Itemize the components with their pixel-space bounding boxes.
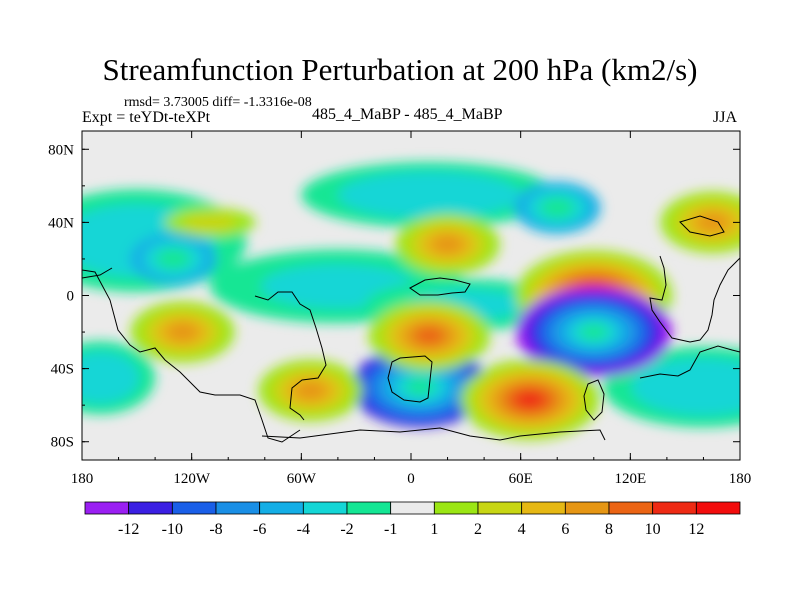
colorbar-label: -1 [384, 521, 397, 538]
colorbar-label: 2 [474, 521, 482, 538]
colorbar-swatch [608, 501, 654, 515]
x-tick-label: 120W [173, 471, 211, 487]
experiment-label: Expt = teYDt-teXPt [82, 109, 211, 126]
coastline-asia [649, 255, 740, 343]
chart-title: Streamfunction Perturbation at 200 hPa (… [102, 52, 698, 87]
contour-8-3 [696, 213, 729, 232]
field-band-4-2 [660, 369, 740, 405]
rmsd-label: rmsd= 3.73005 diff= -1.3316e-08 [124, 95, 312, 110]
coastline-americas [254, 291, 327, 421]
colorbar: -12 -10 -8 -6 -4 -2 -1 1 2 4 6 8 10 12 [84, 501, 741, 538]
x-tick-label: 180 [71, 471, 94, 487]
colorbar-swatch [171, 501, 217, 515]
x-tick-label: 0 [407, 471, 415, 487]
x-tick-label: 120E [614, 471, 646, 487]
colorbar-swatch [346, 501, 392, 515]
y-tick-label: 40N [48, 215, 74, 231]
case-label: 485_4_MaBP - 485_4_MaBP [312, 106, 503, 123]
colorbar-swatch [215, 501, 261, 515]
coastline-eurasia [409, 277, 471, 296]
colorbar-swatch [390, 501, 435, 515]
y-tick-label: 80N [48, 142, 74, 158]
y-tick-label: 0 [67, 289, 75, 305]
coastline-west [82, 269, 301, 443]
colorbar-label: 4 [518, 521, 526, 538]
x-tick-label: 60E [509, 471, 533, 487]
colorbar-swatch [259, 501, 304, 515]
colorbar-label: 8 [605, 521, 613, 538]
contour-3-5 [515, 391, 545, 408]
colorbar-swatch [652, 501, 697, 515]
colorbar-swatch [302, 501, 348, 515]
colorbar-label: -12 [118, 521, 139, 538]
colorbar-swatch [84, 501, 130, 515]
colorbar-label: -6 [253, 521, 266, 538]
coastline-africa [387, 355, 433, 403]
y-tick-label: 80S [51, 435, 74, 451]
colorbar-swatch [477, 501, 523, 515]
colorbar-label: 12 [688, 521, 704, 538]
continent-outlines [82, 215, 740, 443]
colorbar-swatch [521, 501, 566, 515]
field-band-1-2 [374, 180, 485, 210]
x-tick-label: 60W [287, 471, 317, 487]
colorbar-label: -4 [297, 521, 310, 538]
colorbar-swatch [695, 501, 741, 515]
field-band-5-2 [82, 362, 124, 394]
colorbar-label: -8 [209, 521, 222, 538]
season-label: JJA [713, 109, 738, 126]
axes: 180 120W 60W 0 60E 120E 180 80N 40N 0 40S 80S [48, 131, 751, 487]
coastline-southeast [639, 345, 740, 379]
contour-4-4 [414, 327, 445, 345]
coastline-pacific [679, 215, 725, 237]
colorbar-swatch [433, 501, 479, 515]
contour-5-3 [294, 381, 327, 400]
coastline-australia [583, 379, 605, 421]
colorbar-label: 10 [645, 521, 661, 538]
colorbar-swatch [128, 501, 173, 515]
coastline-southern [261, 427, 606, 441]
colorbar-label: -2 [340, 521, 353, 538]
colorbar-label: 6 [561, 521, 569, 538]
contour-1-6 [579, 324, 608, 341]
contour-2-5 [405, 378, 435, 396]
contour-7-3 [431, 235, 464, 254]
colorbar-label: 1 [430, 521, 438, 538]
y-tick-label: 40S [51, 362, 74, 378]
contour-6-3 [166, 322, 199, 342]
colorbar-label: -10 [162, 521, 183, 538]
contour-10-2 [156, 248, 191, 270]
field-band-6-1 [182, 213, 238, 232]
contour-9-2 [540, 197, 575, 218]
contour-fields [82, 162, 740, 440]
colorbar-swatch [564, 501, 610, 515]
coastline-west-inner [82, 267, 113, 279]
x-tick-label: 180 [729, 471, 752, 487]
